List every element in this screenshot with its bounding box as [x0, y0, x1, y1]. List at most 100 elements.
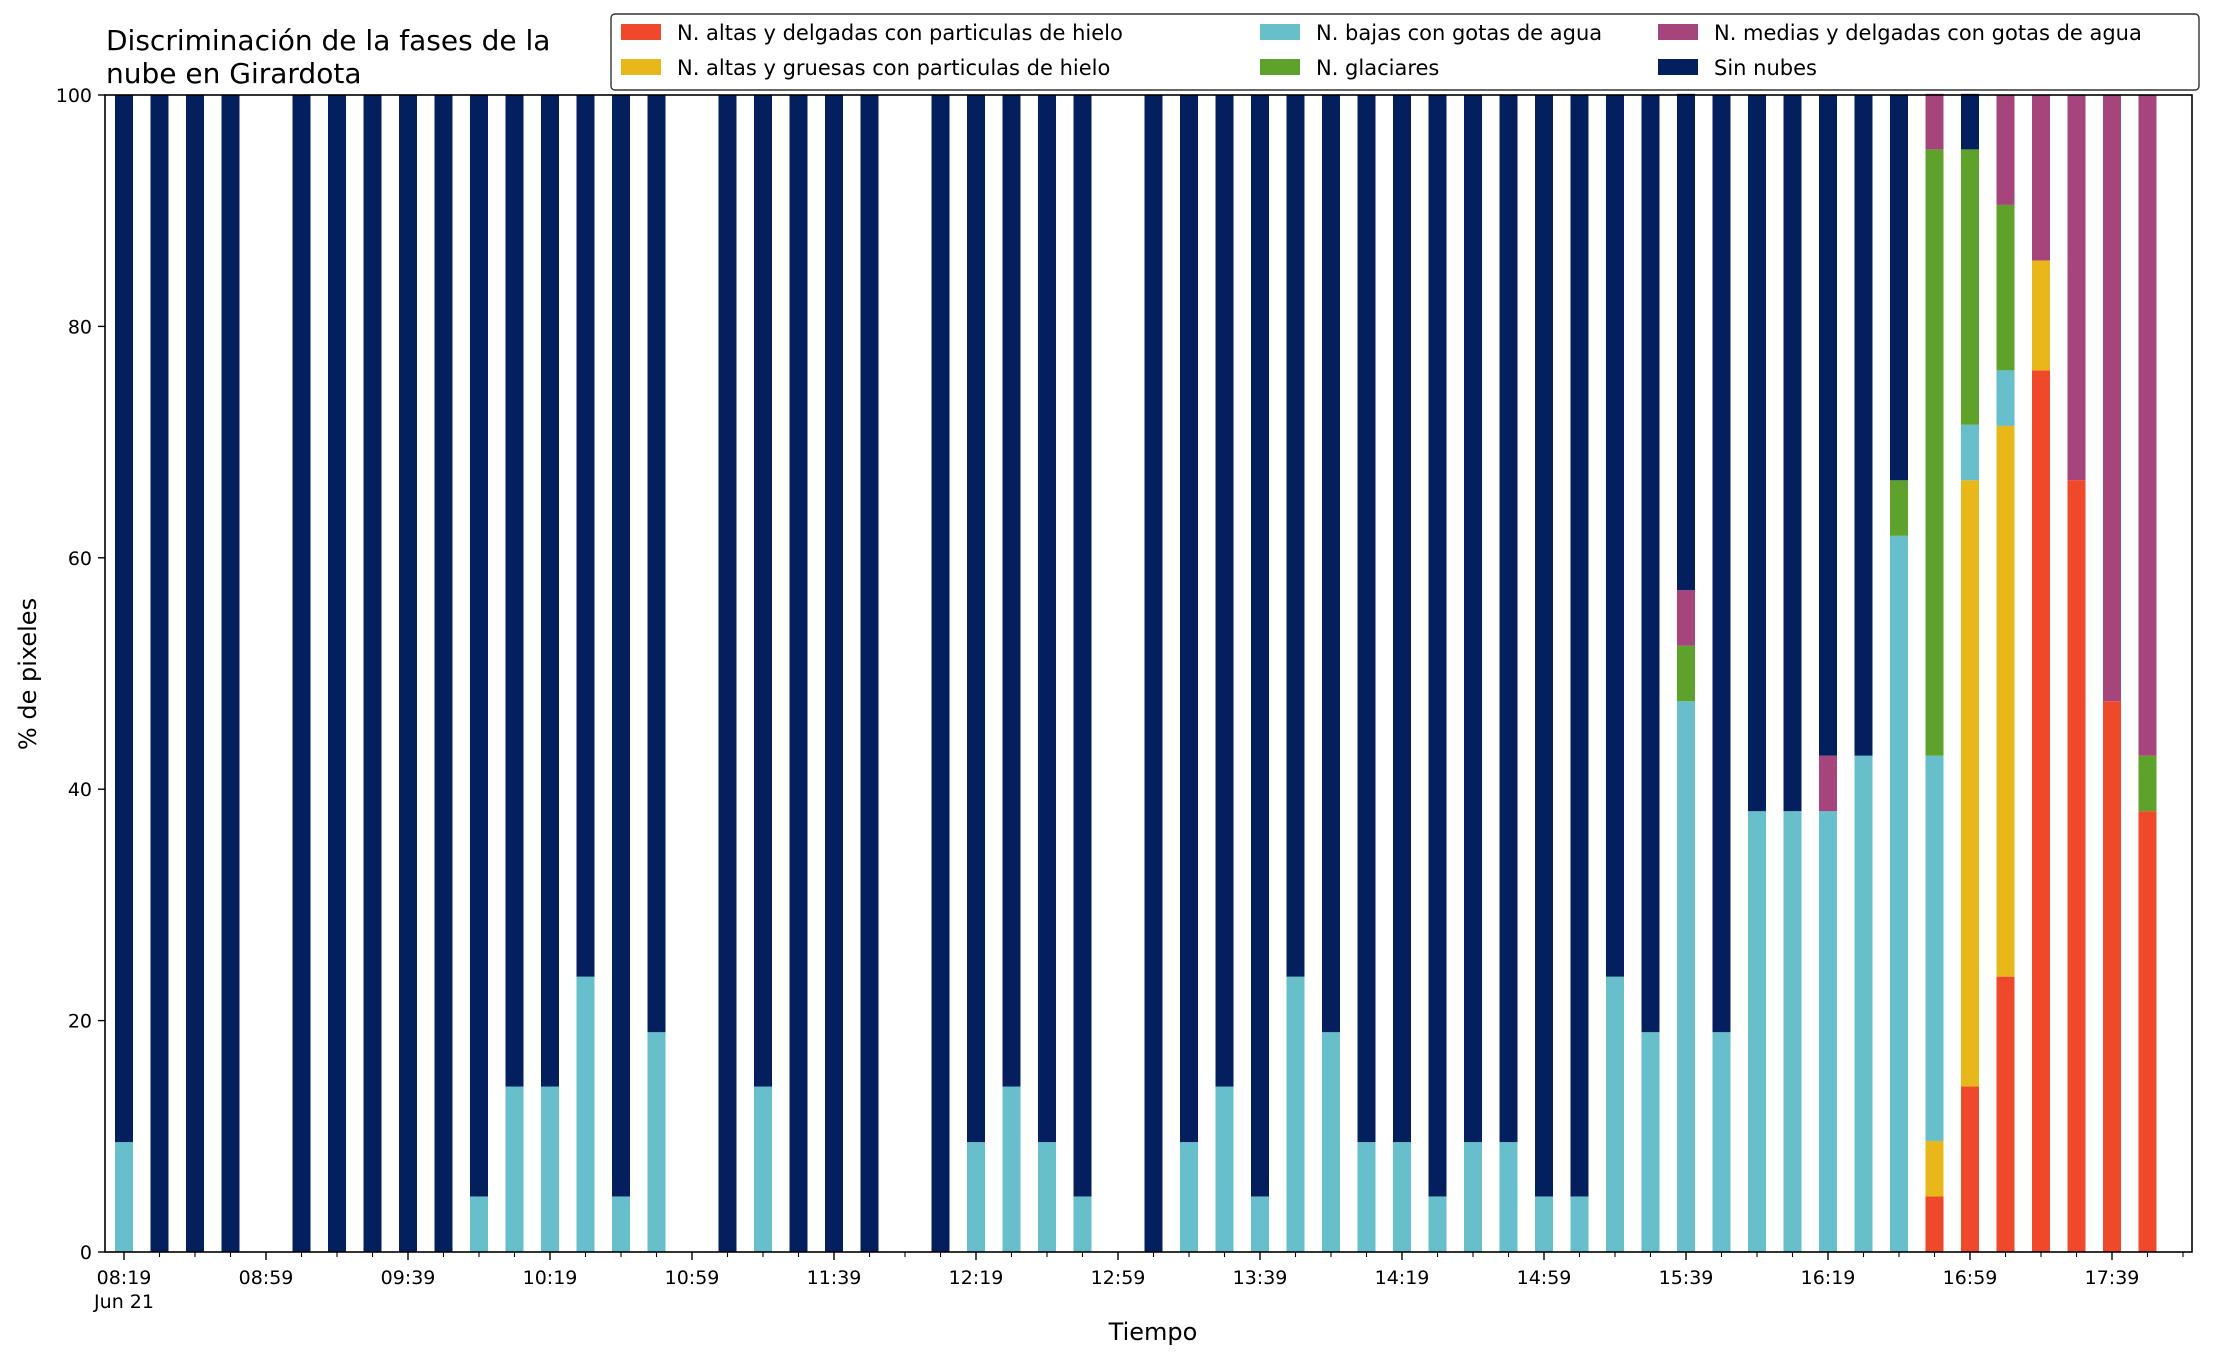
x-axis: 08:19 08:59 09:39 10:19 10:59 11:39 12:19 12:59… — [93, 1252, 2184, 1313]
bar-segment-0939-series-5 — [399, 95, 417, 1252]
bar-segment-1649-series-0 — [1925, 1196, 1944, 1252]
bar-segment-1119-series-5 — [754, 95, 772, 1087]
bar-segment-1649-series-3 — [1925, 149, 1944, 756]
bar-segment-1449-series-2 — [1499, 1142, 1518, 1252]
bar-segment-1519-series-2 — [1606, 976, 1624, 1252]
bar-segment-1659-series-3 — [1961, 149, 1979, 425]
bar-segment-1529-series-2 — [1641, 1032, 1660, 1252]
bar-segment-1129-series-5 — [789, 95, 808, 1252]
y-tick-label: 20 — [68, 1011, 92, 1033]
x-tick-label: 12:59 — [1091, 1267, 1146, 1289]
bar-segment-1739-series-4 — [2103, 95, 2121, 702]
bar-segment-1019-series-2 — [541, 1086, 559, 1252]
bar-segment-1459-series-2 — [1535, 1196, 1553, 1252]
legend-swatch-2 — [1260, 24, 1300, 40]
bar-segment-1329-series-2 — [1215, 1086, 1234, 1252]
legend-frame — [610, 13, 2200, 91]
bar-segment-1049-series-5 — [647, 95, 666, 1033]
bar-segment-1609-series-2 — [1783, 811, 1802, 1252]
y-axis: 0 20 40 60 80 100 — [56, 85, 105, 1264]
x-tick-label: 13:39 — [1233, 1267, 1288, 1289]
legend-swatch-5 — [1658, 59, 1698, 75]
bar-segment-1719-series-4 — [2032, 95, 2050, 261]
bar-segment-1419-series-2 — [1393, 1142, 1411, 1252]
bar-segment-1539-series-4 — [1677, 590, 1695, 646]
bar-segment-1659-series-1 — [1961, 480, 1979, 1087]
bar-segment-1219-series-2 — [967, 1142, 985, 1252]
bar-segment-1539-series-5 — [1677, 93, 1695, 591]
bar-segment-1409-series-2 — [1357, 1142, 1376, 1252]
x-tick-label: 15:39 — [1659, 1267, 1714, 1289]
legend-swatch-4 — [1658, 24, 1698, 40]
bar-segment-1419-series-5 — [1393, 95, 1411, 1143]
y-tick-label: 100 — [56, 85, 92, 107]
bar-segment-1619-series-4 — [1819, 755, 1837, 812]
legend-label-3: N. glaciares — [1316, 56, 1439, 80]
bar-segment-1239-series-2 — [1038, 1142, 1056, 1252]
bar-segment-1339-series-5 — [1251, 95, 1269, 1197]
bar-segment-1509-series-2 — [1570, 1196, 1589, 1252]
legend-label-1: N. altas y gruesas con particulas de hie… — [677, 56, 1110, 80]
bar-segment-1629-series-2 — [1854, 755, 1873, 1252]
x-tick-label: 16:59 — [1943, 1267, 1998, 1289]
bar-segment-1039-series-2 — [612, 1196, 630, 1252]
bar-segment-1629-series-5 — [1854, 95, 1873, 756]
bar-segment-1559-series-2 — [1748, 811, 1766, 1252]
bar-segment-1349-series-5 — [1286, 95, 1305, 977]
bars-layer — [115, 93, 2157, 1252]
bar-segment-1149-series-5 — [860, 95, 879, 1252]
bar-segment-1649-series-4 — [1925, 93, 1944, 150]
bar-segment-1119-series-2 — [754, 1086, 772, 1252]
bar-segment-1709-series-1 — [1996, 425, 2015, 977]
x-axis-label: Tiempo — [1108, 1318, 1198, 1346]
bar-segment-1749-series-4 — [2138, 95, 2157, 756]
bar-segment-1659-series-2 — [1961, 424, 1979, 481]
bar-segment-1229-series-2 — [1002, 1086, 1021, 1252]
bar-segment-1549-series-5 — [1712, 95, 1731, 1033]
bar-segment-1529-series-5 — [1641, 95, 1660, 1033]
bar-segment-1409-series-5 — [1357, 95, 1376, 1143]
x-tick-label: 16:19 — [1801, 1267, 1856, 1289]
y-tick-label: 40 — [68, 779, 92, 801]
bar-segment-1319-series-5 — [1180, 95, 1198, 1143]
bar-segment-1709-series-3 — [1996, 204, 2015, 371]
bar-segment-1459-series-5 — [1535, 95, 1553, 1197]
bar-segment-1439-series-5 — [1464, 95, 1482, 1143]
bar-segment-1539-series-3 — [1677, 645, 1695, 702]
bar-segment-1309-series-5 — [1144, 95, 1163, 1252]
bar-segment-1349-series-2 — [1286, 976, 1305, 1252]
bar-segment-1749-series-3 — [2138, 755, 2157, 812]
y-axis-label: % de pixeles — [14, 598, 42, 750]
legend-swatch-1 — [621, 59, 661, 75]
bar-segment-1519-series-5 — [1606, 95, 1624, 977]
bar-segment-1619-series-5 — [1819, 95, 1837, 756]
bar-segment-0919-series-5 — [328, 95, 346, 1252]
bar-segment-0829-series-5 — [150, 95, 169, 1252]
bar-segment-1729-series-4 — [2067, 95, 2086, 481]
plot-frame — [104, 94, 2193, 1253]
legend-label-2: N. bajas con gotas de agua — [1316, 21, 1602, 45]
bar-segment-1619-series-2 — [1819, 811, 1837, 1252]
bar-segment-1639-series-2 — [1890, 535, 1908, 1252]
bar-segment-1439-series-2 — [1464, 1142, 1482, 1252]
x-tick-label: 08:19 — [97, 1267, 152, 1289]
chart-title-line-1: Discriminación de la fases de la — [106, 24, 550, 57]
y-tick-label: 0 — [80, 1242, 92, 1264]
bar-segment-1229-series-5 — [1002, 95, 1021, 1087]
x-tick-label: 14:19 — [1375, 1267, 1430, 1289]
bar-segment-0929-series-5 — [363, 95, 382, 1252]
x-tick-label: 11:39 — [807, 1267, 862, 1289]
bar-segment-1329-series-5 — [1215, 95, 1234, 1087]
x-tick-label: 14:59 — [1517, 1267, 1572, 1289]
x-tick-label: 09:39 — [381, 1267, 436, 1289]
bar-segment-1359-series-2 — [1322, 1032, 1340, 1252]
x-tick-date-label: Jun 21 — [93, 1291, 154, 1313]
bar-segment-1709-series-4 — [1996, 95, 2015, 205]
legend-label-4: N. medias y delgadas con gotas de agua — [1714, 21, 2142, 45]
bar-segment-1009-series-2 — [505, 1086, 524, 1252]
bar-segment-0819-series-5 — [115, 95, 133, 1143]
bar-segment-1049-series-2 — [647, 1032, 666, 1252]
bar-segment-0909-series-5 — [292, 95, 311, 1252]
bar-segment-1219-series-5 — [967, 95, 985, 1143]
